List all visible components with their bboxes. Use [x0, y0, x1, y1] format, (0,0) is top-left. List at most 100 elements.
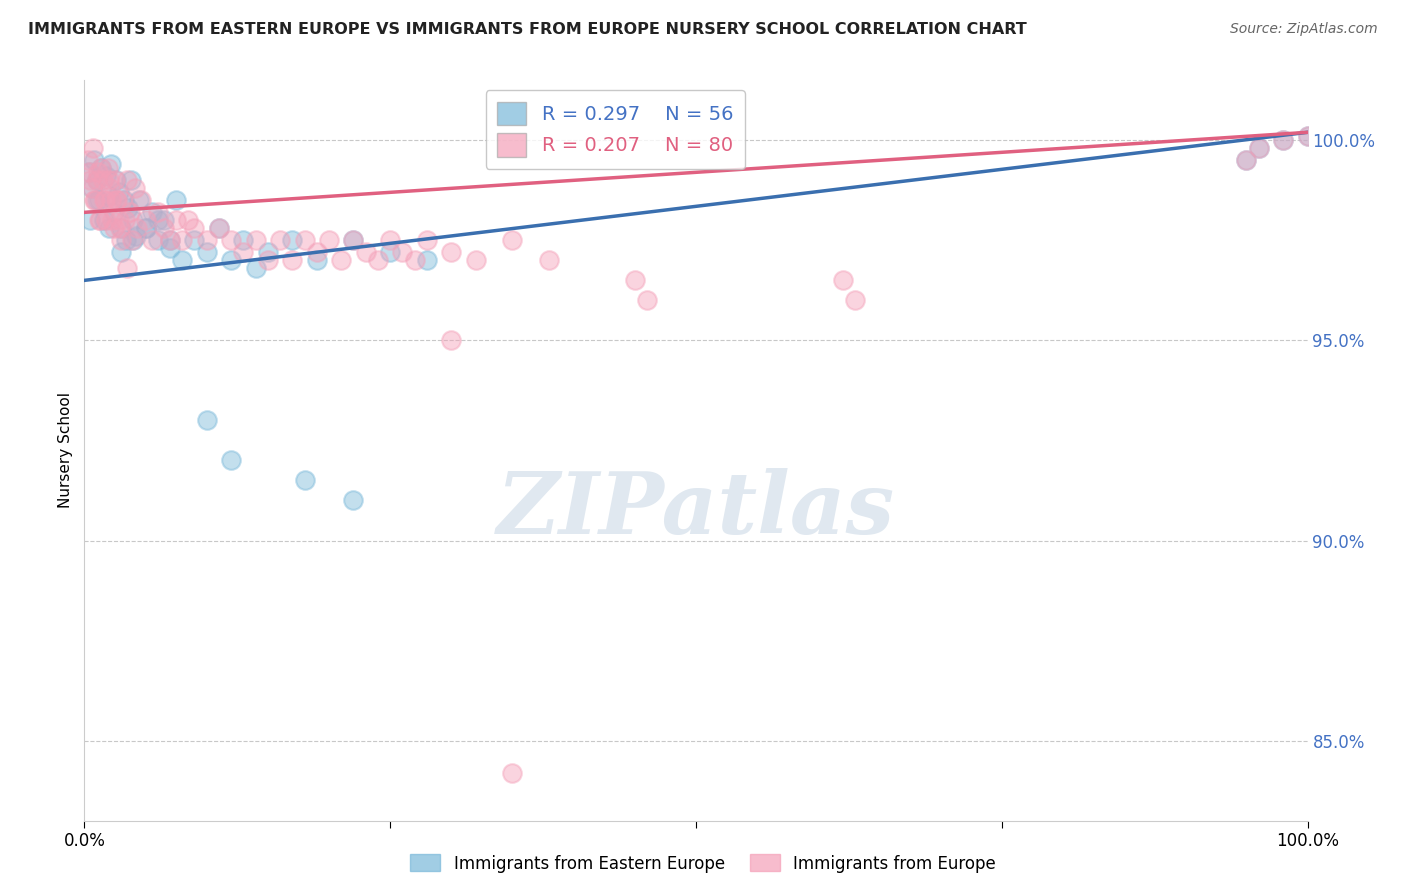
Point — [219, 253, 242, 268]
Point — [391, 245, 413, 260]
Point — [115, 233, 138, 247]
Point — [305, 245, 328, 260]
Point — [1247, 141, 1270, 155]
Point — [97, 173, 120, 187]
Point — [146, 233, 169, 247]
Point — [121, 233, 143, 247]
Point — [97, 221, 120, 235]
Point — [1296, 129, 1319, 144]
Point — [118, 205, 141, 219]
Point — [294, 233, 316, 247]
Point — [257, 253, 280, 268]
Point — [77, 165, 100, 179]
Point — [104, 173, 127, 187]
Point — [90, 161, 112, 176]
Point — [305, 253, 328, 268]
Point — [1247, 141, 1270, 155]
Point — [342, 233, 364, 247]
Point — [624, 273, 647, 287]
Point — [1236, 153, 1258, 168]
Point — [107, 186, 129, 200]
Point — [146, 205, 169, 219]
Point — [294, 474, 316, 488]
Point — [93, 194, 115, 208]
Point — [89, 213, 111, 227]
Point — [219, 233, 242, 247]
Point — [172, 233, 194, 247]
Point — [129, 194, 152, 208]
Point — [831, 273, 853, 287]
Point — [103, 205, 125, 219]
Point — [208, 221, 231, 235]
Point — [844, 293, 866, 308]
Point — [91, 173, 114, 187]
Point — [257, 245, 280, 260]
Point — [195, 233, 218, 247]
Point — [105, 194, 128, 208]
Point — [269, 233, 291, 247]
Point — [183, 233, 205, 247]
Point — [502, 765, 524, 780]
Point — [172, 253, 194, 268]
Point — [90, 161, 112, 176]
Text: Source: ZipAtlas.com: Source: ZipAtlas.com — [1230, 22, 1378, 37]
Point — [110, 245, 132, 260]
Point — [245, 233, 267, 247]
Point — [318, 233, 340, 247]
Point — [101, 213, 124, 227]
Point — [98, 181, 121, 195]
Point — [281, 233, 304, 247]
Point — [124, 181, 146, 195]
Point — [97, 189, 120, 203]
Point — [86, 173, 108, 187]
Point — [87, 213, 110, 227]
Point — [120, 173, 142, 187]
Point — [122, 233, 145, 247]
Point — [135, 213, 157, 227]
Point — [79, 213, 101, 227]
Point — [159, 233, 181, 247]
Point — [77, 153, 100, 168]
Point — [86, 173, 108, 187]
Point — [94, 194, 117, 208]
Point — [100, 157, 122, 171]
Point — [83, 153, 105, 168]
Point — [112, 194, 135, 208]
Point — [87, 194, 110, 208]
Point — [367, 253, 389, 268]
Point — [146, 213, 169, 227]
Point — [195, 413, 218, 427]
Point — [159, 233, 181, 247]
Point — [380, 233, 402, 247]
Point — [502, 233, 524, 247]
Point — [105, 173, 128, 187]
Legend: R = 0.297    N = 56, R = 0.207    N = 80: R = 0.297 N = 56, R = 0.207 N = 80 — [485, 90, 745, 169]
Point — [96, 169, 118, 184]
Y-axis label: Nursery School: Nursery School — [58, 392, 73, 508]
Point — [440, 334, 463, 348]
Point — [183, 221, 205, 235]
Point — [135, 221, 157, 235]
Point — [219, 453, 242, 467]
Point — [177, 213, 200, 227]
Point — [342, 493, 364, 508]
Point — [538, 253, 561, 268]
Point — [111, 194, 134, 208]
Point — [416, 253, 439, 268]
Point — [80, 181, 103, 195]
Point — [115, 173, 138, 187]
Point — [232, 233, 254, 247]
Point — [141, 205, 163, 219]
Point — [97, 161, 120, 176]
Text: IMMIGRANTS FROM EASTERN EUROPE VS IMMIGRANTS FROM EUROPE NURSERY SCHOOL CORRELAT: IMMIGRANTS FROM EASTERN EUROPE VS IMMIGR… — [28, 22, 1026, 37]
Point — [416, 233, 439, 247]
Point — [330, 253, 353, 268]
Point — [159, 241, 181, 255]
Point — [115, 261, 138, 276]
Point — [79, 173, 101, 187]
Point — [354, 245, 377, 260]
Point — [105, 194, 128, 208]
Point — [165, 213, 187, 227]
Text: ZIPatlas: ZIPatlas — [496, 468, 896, 551]
Point — [108, 221, 131, 235]
